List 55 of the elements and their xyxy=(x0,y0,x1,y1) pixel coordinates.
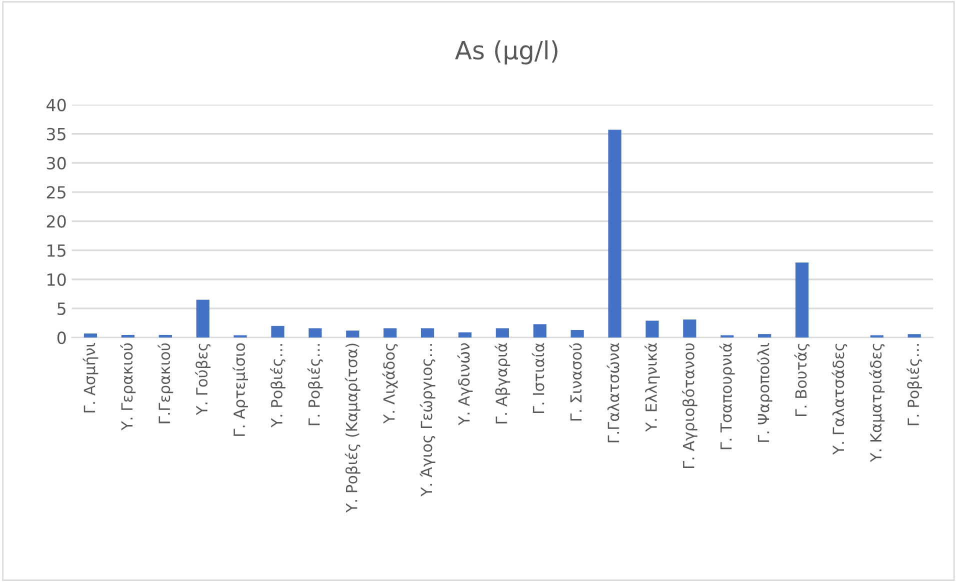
bar xyxy=(496,328,509,338)
bar xyxy=(84,333,98,338)
y-tick-label: 10 xyxy=(48,273,66,286)
bar xyxy=(646,320,659,338)
x-tick-label: Υ. Λιχάδος xyxy=(382,344,398,424)
x-tick-label: Γ. Ιστιαία xyxy=(532,343,544,414)
bar xyxy=(384,328,397,338)
x-tick-label: Γ. Ροβιές… xyxy=(906,344,922,426)
x-tick-label: Γ.Γερακιού xyxy=(158,343,174,424)
x-tick-label: Γ. Σινασού xyxy=(569,343,582,420)
x-tick-label: Υ. Γούβες xyxy=(195,344,211,416)
bar xyxy=(533,324,546,338)
bar xyxy=(420,328,434,338)
x-tick-label: Γ. Ασμήνι xyxy=(82,342,98,412)
x-tick-label: Υ. Αγδινών xyxy=(457,343,473,426)
bar xyxy=(758,334,772,338)
x-tick-label: Γ. Ψαροπούλι xyxy=(756,342,772,442)
x-tick-label: Υ. Γερακιού xyxy=(120,343,136,430)
bar xyxy=(308,328,322,338)
x-tick-label: Γ. Αρτεμίσιο xyxy=(232,343,248,436)
bar xyxy=(870,335,884,338)
x-tick-label: Υ. Άγιος Γεώργιος… xyxy=(420,344,436,497)
bar xyxy=(158,334,172,338)
bar xyxy=(570,330,584,338)
bar xyxy=(196,300,210,338)
bar xyxy=(234,335,247,338)
y-tick-label: 40 xyxy=(46,98,66,112)
bar xyxy=(908,334,921,338)
y-tick-label: 30 xyxy=(46,156,66,170)
x-tick-label: Γ. Ροβιές… xyxy=(307,344,323,426)
x-tick-label: Γ. Βουτάς xyxy=(794,344,810,416)
bar xyxy=(346,330,360,338)
bar xyxy=(458,332,472,338)
y-tick-label: 25 xyxy=(46,186,66,199)
bar xyxy=(271,326,284,338)
y-tick-label: 15 xyxy=(48,244,66,257)
bar xyxy=(720,335,734,338)
x-tick-label: Γ. Αβγαριά xyxy=(494,343,510,424)
x-tick-label: Γ.Γαλατσώνα xyxy=(606,343,620,442)
x-tick-label: Γ. Τσαπουρνιά xyxy=(719,343,735,450)
y-tick-label: 35 xyxy=(46,128,66,140)
x-tick-label: Υ. Ελληνικά xyxy=(644,343,660,432)
bar xyxy=(795,262,809,338)
x-tick-label: Υ. Ροβιές (Καμαρίτσα) xyxy=(344,344,360,513)
x-tick-label: Υ. Ροβιές… xyxy=(270,344,286,428)
x-tick-label: Υ. Καματριάδες xyxy=(869,344,885,462)
y-tick-label: 5 xyxy=(58,302,66,316)
x-tick-label: Υ. Γαλατσάδες xyxy=(832,344,848,455)
bar xyxy=(608,130,622,338)
chart-title: As (μg/l) xyxy=(455,40,558,64)
bar xyxy=(121,334,134,338)
y-tick-label: 20 xyxy=(46,215,66,228)
x-tick-label: Γ. Αγριοβότανου xyxy=(682,343,698,468)
y-tick-label: 0 xyxy=(57,332,66,344)
bar xyxy=(683,320,696,338)
